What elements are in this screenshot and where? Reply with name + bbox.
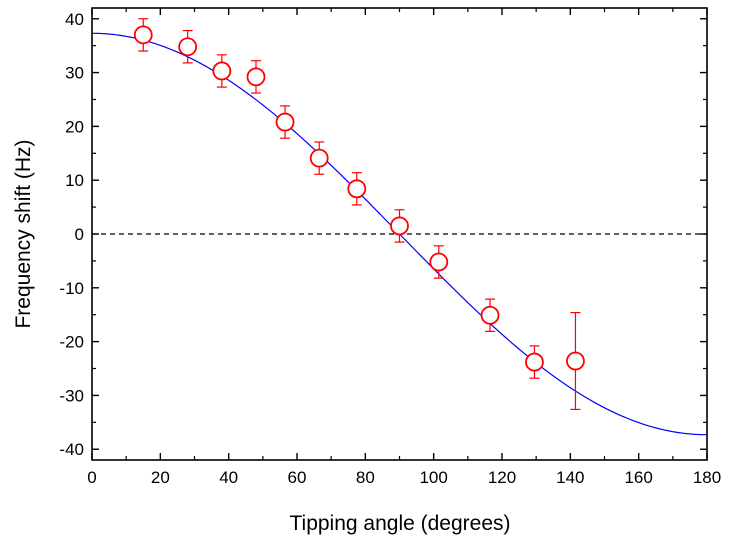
data-point — [566, 351, 585, 371]
y-tick-label: 40 — [65, 10, 84, 29]
x-tick-label: 100 — [419, 468, 447, 487]
x-tick-label: 120 — [488, 468, 516, 487]
data-point — [429, 252, 449, 272]
x-tick-label: 0 — [87, 468, 96, 487]
data-point — [525, 352, 544, 372]
x-tick-label: 140 — [556, 468, 584, 487]
y-tick-label: 20 — [65, 117, 84, 136]
data-point — [347, 179, 367, 199]
data-point-group — [246, 60, 266, 94]
axes-layer: 0 20 40 60 80 100 120 140 160 180 -40 -30 -20 -10 0 10 2… — [59, 7, 721, 487]
y-tick-label: 10 — [65, 171, 84, 190]
x-tick-label: 60 — [288, 468, 307, 487]
data-point — [178, 37, 198, 57]
data-point — [212, 61, 232, 81]
data-point-group — [309, 141, 329, 175]
y-tick-label: -40 — [59, 440, 84, 459]
y-tick-label: -20 — [59, 333, 84, 352]
data-point — [390, 216, 409, 236]
data-point-group — [347, 172, 367, 206]
y-tick-label: 0 — [75, 225, 84, 244]
y-tick-label: -30 — [59, 386, 84, 405]
data-point-group — [133, 18, 153, 52]
x-tick-label: 40 — [219, 468, 238, 487]
data-point-group — [525, 345, 544, 379]
data-point-group — [390, 209, 409, 243]
x-tick-label: 80 — [356, 468, 375, 487]
x-tick-label: 20 — [151, 468, 170, 487]
data-point-group — [178, 30, 198, 64]
data-point-group — [429, 245, 449, 279]
data-point — [275, 112, 295, 132]
data-points-layer — [133, 18, 585, 411]
y-axis-title: Frequency shift (Hz) — [12, 139, 35, 328]
data-point-group — [566, 311, 585, 411]
data-point — [480, 305, 500, 325]
data-point — [133, 25, 153, 45]
data-point — [246, 67, 266, 87]
data-point-group — [212, 54, 232, 88]
x-tick-label: 160 — [624, 468, 652, 487]
x-axis-title: Tipping angle (degrees) — [289, 512, 510, 535]
x-tick-label: 180 — [693, 468, 721, 487]
data-point-group — [480, 298, 500, 332]
y-tick-label: -10 — [59, 279, 84, 298]
data-point — [309, 148, 329, 168]
data-point-group — [275, 105, 295, 139]
y-tick-label: 30 — [65, 64, 84, 83]
